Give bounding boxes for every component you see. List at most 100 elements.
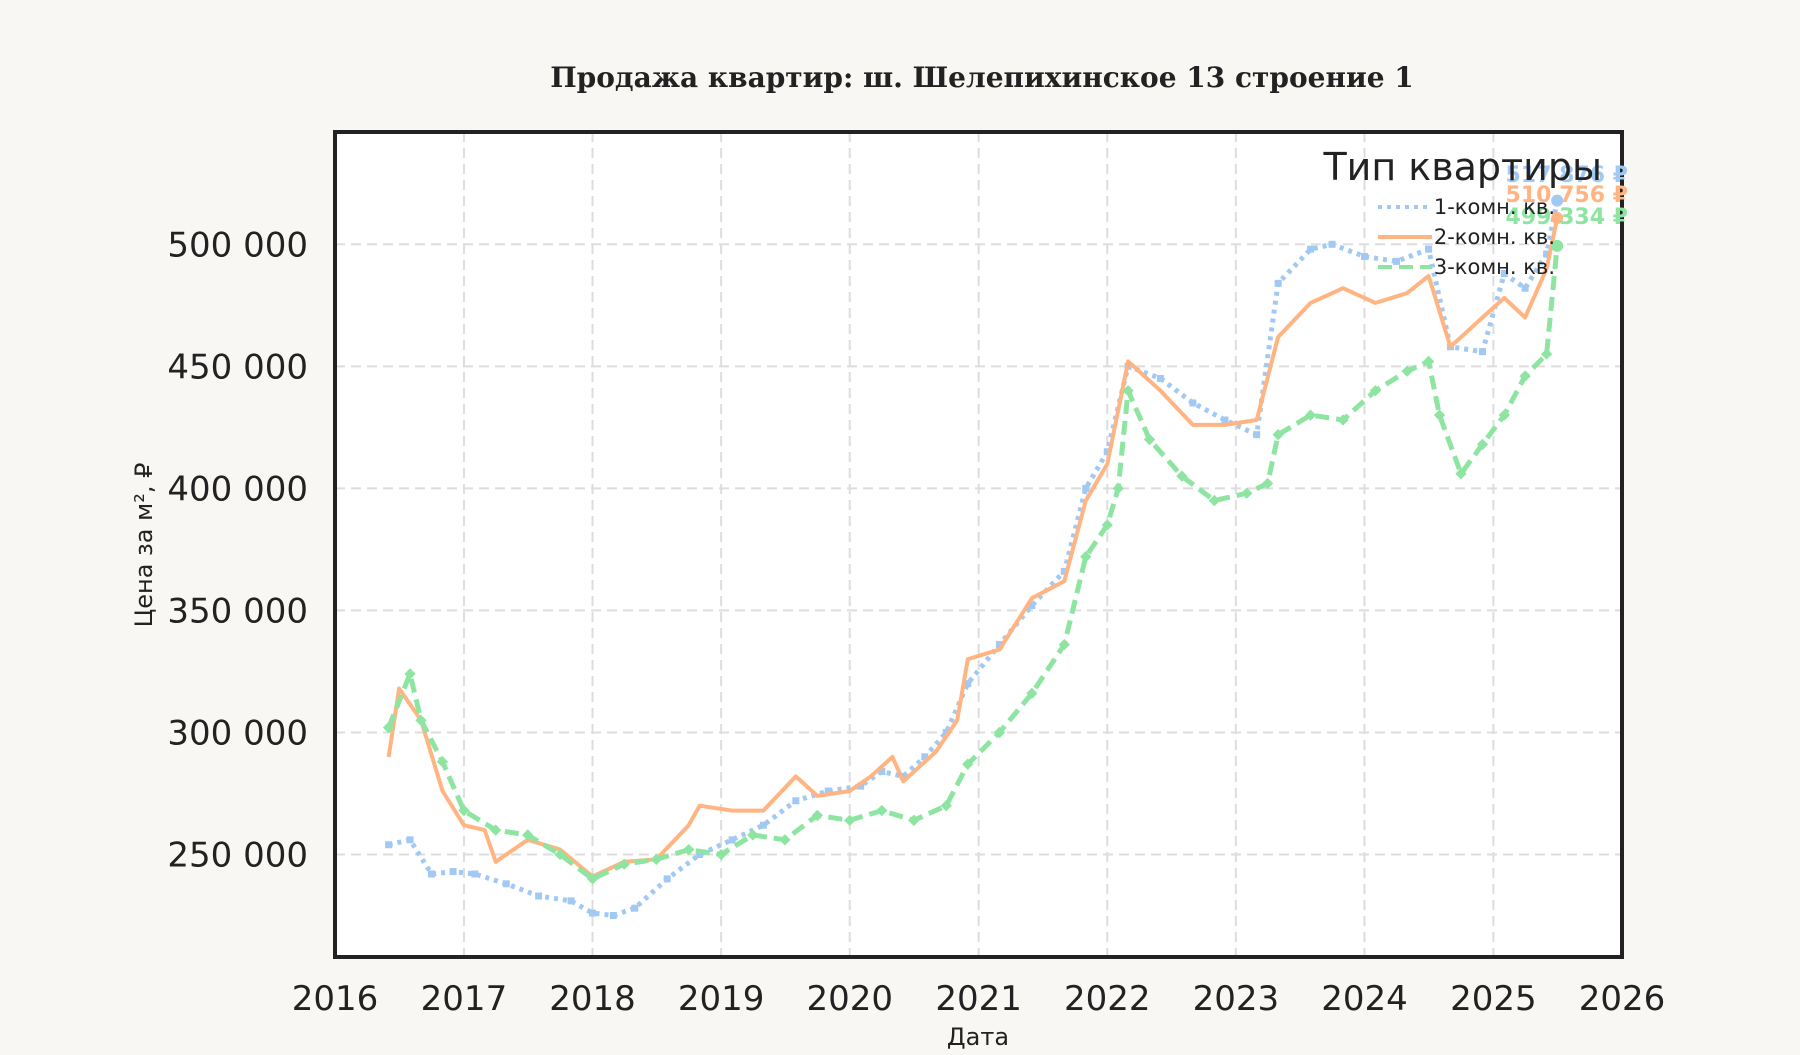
grid xyxy=(335,132,1622,957)
one-room-point xyxy=(1103,448,1111,456)
two-room-end-label: 510 756 ₽ xyxy=(1506,183,1628,208)
three-room-point xyxy=(1080,551,1092,563)
three-room-point xyxy=(1519,370,1531,382)
x-tick-label: 2022 xyxy=(1064,979,1151,1019)
y-tick-label: 500 000 xyxy=(167,225,308,265)
three-room-point xyxy=(1101,519,1113,531)
one-room-point xyxy=(609,912,617,920)
one-room-point xyxy=(1274,279,1282,287)
one-room-point xyxy=(1082,484,1090,492)
three-room-point xyxy=(876,804,888,817)
x-tick-label: 2026 xyxy=(1579,979,1666,1019)
y-tick-label: 350 000 xyxy=(167,591,308,631)
plot-frame xyxy=(333,130,1624,959)
one-room-point xyxy=(1307,245,1315,253)
one-room-point xyxy=(1189,399,1197,407)
three-room-point xyxy=(779,834,791,846)
one-room-point xyxy=(1328,240,1336,248)
three-room-point xyxy=(1433,409,1446,421)
three-room-legend-label: 3-комн. кв. xyxy=(1434,255,1555,279)
three-room-point xyxy=(458,804,470,817)
three-room-point xyxy=(1112,482,1124,495)
x-tick-label: 2024 xyxy=(1321,979,1408,1019)
one-room-point xyxy=(696,850,704,858)
one-room-point xyxy=(1253,431,1261,439)
chart-title: Продажа квартир: ш. Шелепихинское 13 стр… xyxy=(550,61,1414,94)
one-room-point xyxy=(1060,567,1068,575)
one-room-point xyxy=(964,680,972,688)
three-room-point xyxy=(715,848,727,861)
three-room-point xyxy=(1122,385,1134,397)
three-room-point xyxy=(1337,414,1349,426)
three-room-point xyxy=(436,756,449,768)
end-labels: 517 876 ₽510 756 ₽499 334 ₽ xyxy=(1506,163,1628,230)
three-room-point xyxy=(811,809,823,822)
three-room-point xyxy=(1498,409,1510,421)
three-room-point xyxy=(993,726,1006,739)
three-room-point xyxy=(1540,348,1553,360)
three-room-point xyxy=(522,829,534,841)
one-room-legend-label: 1-комн. кв. xyxy=(1434,195,1555,219)
legend: Тип квартиры 1-комн. кв. 2-комн. кв. 3-ком… xyxy=(1322,145,1602,279)
three-room-point xyxy=(554,848,566,861)
two-room-legend-label: 2-комн. кв. xyxy=(1434,225,1555,249)
one-room-point xyxy=(1543,250,1551,258)
three-room-point xyxy=(1422,355,1435,368)
one-room-point xyxy=(1028,602,1036,610)
one-room-line xyxy=(388,200,1560,918)
three-room-point xyxy=(586,873,599,885)
one-room-point xyxy=(728,836,736,844)
one-room-point xyxy=(1221,416,1229,424)
one-room-point xyxy=(1425,245,1433,253)
three-room-point xyxy=(618,858,630,870)
one-room-point xyxy=(589,909,597,917)
series-layer xyxy=(382,194,1564,920)
one-room-point xyxy=(471,870,479,878)
three-room-point xyxy=(1369,385,1382,397)
one-room-point xyxy=(385,841,393,849)
x-tick-label: 2017 xyxy=(421,979,508,1019)
one-room-point xyxy=(1478,348,1486,356)
x-tick-label: 2023 xyxy=(1193,979,1280,1019)
three-room-point xyxy=(1304,409,1317,421)
one-room-point xyxy=(857,782,865,790)
three-room-point xyxy=(908,814,920,826)
one-room-point xyxy=(428,870,436,878)
three-room-point xyxy=(1261,477,1274,490)
one-room-point xyxy=(921,753,929,761)
three-room-point xyxy=(404,668,416,680)
three-room-series xyxy=(382,239,1564,885)
y-tick-label: 250 000 xyxy=(167,835,308,875)
three-room-point xyxy=(650,853,662,866)
one-room-point xyxy=(1500,270,1508,278)
three-room-point xyxy=(962,758,974,770)
one-room-point xyxy=(406,836,414,844)
one-room-point xyxy=(759,821,767,829)
y-axis: 250 000 300 000 350 000 400 000 450 000 500 0… xyxy=(167,225,308,875)
legend-title: Тип квартиры xyxy=(1322,145,1602,189)
one-room-end-marker xyxy=(1551,194,1564,207)
three-room-point xyxy=(489,824,502,836)
one-room-point xyxy=(567,897,575,905)
three-room-point xyxy=(683,843,695,856)
three-room-point xyxy=(1272,429,1284,441)
x-tick-label: 2018 xyxy=(549,979,636,1019)
one-room-point xyxy=(1360,252,1368,260)
three-room-point xyxy=(415,714,427,726)
x-tick-label: 2016 xyxy=(292,979,379,1019)
three-room-point xyxy=(844,814,856,826)
y-tick-label: 400 000 xyxy=(167,469,308,509)
three-room-point xyxy=(747,829,759,841)
three-room-point xyxy=(1476,438,1489,451)
one-room-point xyxy=(663,875,671,883)
one-room-point xyxy=(1521,284,1529,292)
three-room-point xyxy=(1026,687,1038,700)
one-room-end-label: 517 876 ₽ xyxy=(1506,163,1628,188)
three-room-end-marker xyxy=(1551,239,1564,252)
x-axis: 2016 2017 2018 2019 2020 2021 2022 2023 2024 2025… xyxy=(292,979,1666,1019)
one-room-point xyxy=(1156,375,1164,383)
y-tick-label: 300 000 xyxy=(167,713,308,753)
one-room-point xyxy=(631,904,639,912)
